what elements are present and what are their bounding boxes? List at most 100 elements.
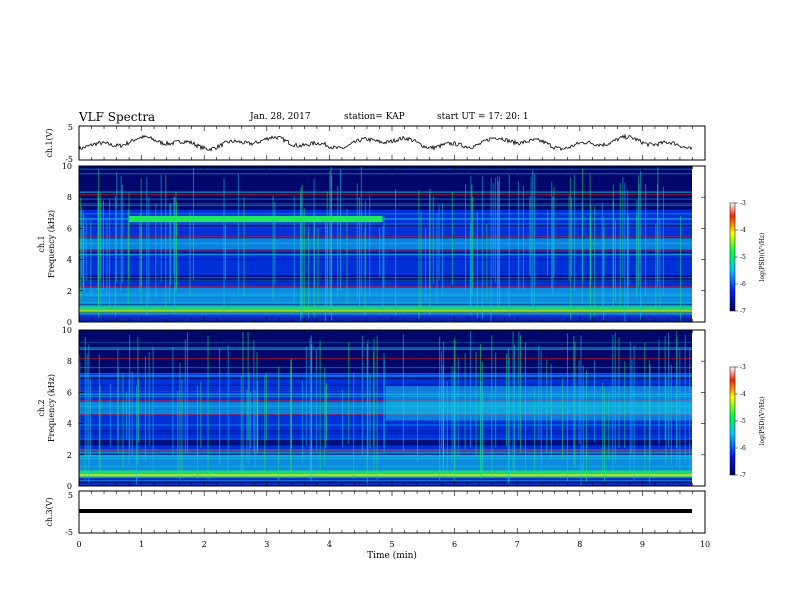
spectrogram-line xyxy=(79,384,692,386)
spectrogram-spike xyxy=(227,345,229,474)
spectrogram-spike xyxy=(80,196,82,300)
spectrogram-spike xyxy=(165,175,167,312)
colorbar-tick-label: -4 xyxy=(740,227,746,234)
spectrogram-spike xyxy=(486,224,488,301)
y-tick-label: 6 xyxy=(67,224,72,233)
spectrogram-spike xyxy=(122,372,124,469)
spectrogram-spike xyxy=(242,331,244,476)
spectrogram-spike xyxy=(144,356,146,462)
spectrogram-spike xyxy=(146,177,148,316)
spectrogram-spike xyxy=(84,337,86,480)
spectrogram-spike xyxy=(614,220,616,301)
spectrogram-spike xyxy=(441,203,443,297)
spectrogram-spike xyxy=(174,197,176,314)
spectrogram-spike xyxy=(364,200,366,277)
spectrogram-line xyxy=(79,213,692,215)
ch1-spec-ylabel: Frequency (kHz) xyxy=(47,210,56,278)
spectrogram-spike xyxy=(99,385,101,478)
spectrogram-spike xyxy=(603,218,605,277)
spectrogram-spike xyxy=(470,175,472,316)
spectrogram-spike xyxy=(86,353,88,459)
spectrogram-spike xyxy=(309,338,311,480)
spectrogram-line xyxy=(79,203,692,205)
spectrogram-spike xyxy=(342,389,344,447)
spectrogram-spike xyxy=(219,349,221,466)
spectrogram-spike xyxy=(436,213,438,304)
spectrogram-spike xyxy=(79,354,81,456)
spectrogram-spike xyxy=(109,383,111,447)
spectrogram-spike xyxy=(665,377,667,465)
spectrogram-line xyxy=(79,304,692,306)
spectrogram-spike xyxy=(360,166,362,295)
spectrogram-spike xyxy=(532,169,534,311)
spectrogram-line xyxy=(79,474,692,477)
spectrogram-spike xyxy=(303,208,305,313)
spectrogram-line xyxy=(79,367,692,369)
spectrogram-spike xyxy=(240,375,242,475)
spectrogram-line xyxy=(79,311,692,313)
spectrogram-spike xyxy=(243,197,245,297)
spectrogram-spike xyxy=(253,339,255,453)
spectrogram-spike xyxy=(550,387,552,459)
spectrogram-spike xyxy=(326,191,328,297)
spectrogram-spike xyxy=(446,381,448,474)
spectrogram-spike xyxy=(256,351,258,454)
spectrogram-spike xyxy=(117,348,119,441)
spectrogram-spike xyxy=(379,227,381,278)
spectrogram-line xyxy=(79,330,692,332)
spectrogram-spike xyxy=(137,336,139,465)
station-label: station= KAP xyxy=(344,112,405,122)
spectrogram-spike xyxy=(97,197,99,306)
spectrogram-spike xyxy=(200,381,202,448)
y-tick-label: 10 xyxy=(62,162,72,171)
spectrogram-line xyxy=(79,226,692,228)
spectrogram-band xyxy=(79,330,692,374)
spectrogram-spike xyxy=(139,213,141,292)
spectrogram-spike xyxy=(432,196,434,284)
spectrogram-line xyxy=(79,252,692,254)
spectrogram-line xyxy=(79,358,692,360)
spectrogram-spike xyxy=(361,335,363,455)
spectrogram-spike xyxy=(472,196,474,288)
colorbar-tick-label: -6 xyxy=(740,445,746,452)
spectrogram-spike xyxy=(310,335,312,474)
y-tick-label: 2 xyxy=(67,287,72,296)
spectrogram-spike xyxy=(366,344,368,486)
spectrogram-spike xyxy=(425,228,427,302)
ch2-colorbar-label: log(PSD)(V²/Hz) xyxy=(759,397,766,446)
spectrogram-line xyxy=(79,173,692,175)
spectrogram-spike xyxy=(170,203,172,285)
spectrogram-spike xyxy=(181,379,183,477)
spectrogram-spike xyxy=(573,174,575,291)
ch3-ytick-bottom: -5 xyxy=(65,528,73,537)
colorbar-tick-label: -7 xyxy=(740,472,746,479)
spectrogram-spike xyxy=(98,354,100,468)
spectrogram-spike xyxy=(395,189,397,317)
spectrogram-spike xyxy=(416,385,418,462)
spectrogram-line xyxy=(79,198,692,200)
spectrogram-spike xyxy=(305,346,307,446)
spectrogram-line xyxy=(79,430,692,432)
spectrogram-spike xyxy=(348,342,350,445)
spectrogram-spike xyxy=(534,174,536,305)
spectrogram-line xyxy=(79,345,692,347)
spectrogram-line xyxy=(79,179,692,181)
spectrogram-spike xyxy=(359,197,361,306)
ch3-waveform-panel: 5 -5 ch.3(V) 0 1 2 3 4 5 6 7 8 9 10 Time (min) xyxy=(45,490,710,561)
spectrogram-spike xyxy=(497,175,499,310)
spectrogram-spike xyxy=(659,218,661,312)
spectrogram-line xyxy=(79,223,692,225)
y-tick-label: 2 xyxy=(67,451,72,460)
y-tick-label: 4 xyxy=(67,420,72,429)
spectrogram-spike xyxy=(619,182,621,313)
spectrogram-line xyxy=(79,277,692,279)
y-tick-label: 8 xyxy=(67,357,72,366)
spectrogram-spike xyxy=(85,219,87,282)
spectrogram-spike xyxy=(469,222,471,309)
spectrogram-spike xyxy=(492,183,494,279)
spectrogram-line xyxy=(79,166,692,168)
spectrogram-spike xyxy=(551,181,553,290)
y-tick-label: 4 xyxy=(67,256,72,265)
x-tick-label: 8 xyxy=(577,540,582,549)
x-tick-label: 1 xyxy=(139,540,144,549)
